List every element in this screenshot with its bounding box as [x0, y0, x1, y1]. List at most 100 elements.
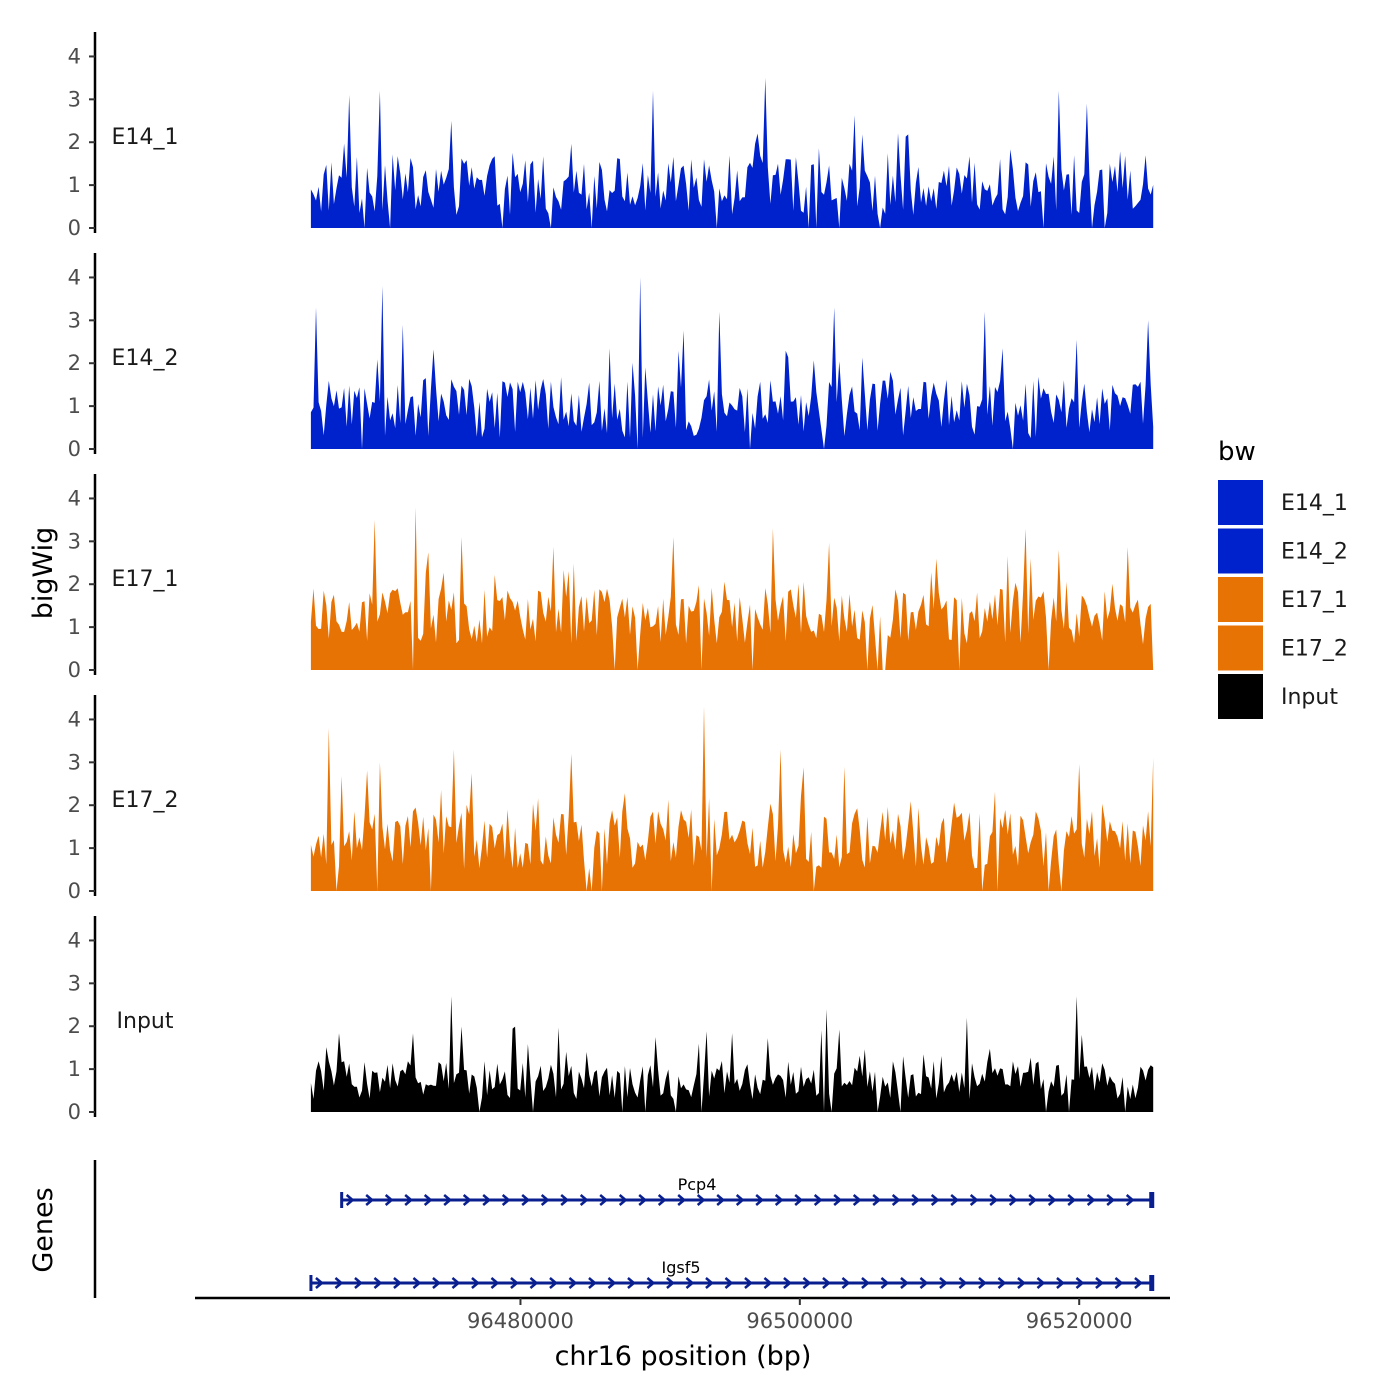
y-tick-label: 1 — [68, 394, 81, 418]
strand-arrow — [1075, 1277, 1085, 1289]
strand-arrow — [1008, 1194, 1018, 1206]
legend-item-Input: Input — [1218, 674, 1338, 719]
legend-item-E14_1: E14_1 — [1218, 480, 1348, 525]
gene-end-cap — [1149, 1192, 1155, 1208]
strand-arrow — [978, 1277, 987, 1289]
strand-arrow — [451, 1277, 461, 1289]
legend-label: E14_2 — [1281, 540, 1348, 565]
strand-arrow — [716, 1194, 726, 1206]
legend-swatch — [1218, 674, 1263, 719]
track-Input: 0 1 2 3 4 Input — [68, 916, 1154, 1124]
strand-arrow — [813, 1194, 823, 1206]
strand-arrow — [599, 1194, 609, 1206]
strand-arrow — [930, 1194, 940, 1206]
signal-area — [310, 996, 1154, 1112]
strand-arrow — [950, 1194, 960, 1206]
y-tick-label: 0 — [68, 879, 81, 903]
signal-area — [310, 507, 1154, 670]
genes-axis-title: Genes — [28, 1187, 59, 1272]
strand-arrow — [540, 1194, 550, 1206]
strand-arrow — [393, 1277, 402, 1289]
gene-Pcp4: Pcp4 — [340, 1175, 1155, 1208]
y-tick-label: 4 — [68, 44, 81, 68]
legend-title: bw — [1218, 437, 1256, 467]
strand-arrow — [365, 1194, 375, 1206]
strand-arrow — [744, 1277, 753, 1289]
strand-arrow — [384, 1194, 394, 1206]
strand-arrow — [646, 1277, 656, 1289]
strand-arrow — [1056, 1277, 1065, 1289]
strand-arrow — [1106, 1194, 1116, 1206]
track-label: E14_1 — [112, 125, 179, 150]
legend-label: E14_1 — [1281, 491, 1348, 516]
strand-arrow — [588, 1277, 597, 1289]
strand-arrow — [880, 1277, 890, 1289]
strand-arrow — [666, 1277, 675, 1289]
y-axis-title: bigWig — [28, 527, 59, 620]
strand-arrow — [685, 1277, 695, 1289]
y-tick-label: 2 — [68, 793, 81, 817]
strand-arrow — [404, 1194, 414, 1206]
strand-arrow — [822, 1277, 831, 1289]
y-tick-label: 2 — [68, 351, 81, 375]
x-tick-label: 96520000 — [1026, 1309, 1133, 1333]
y-tick-label: 4 — [68, 928, 81, 952]
strand-arrow — [490, 1277, 500, 1289]
strand-arrow — [696, 1194, 706, 1206]
strand-arrow — [412, 1277, 422, 1289]
strand-arrow — [783, 1277, 792, 1289]
strand-arrow — [911, 1194, 921, 1206]
gene-end-cap — [1149, 1275, 1155, 1291]
x-axis-title: chr16 position (bp) — [555, 1341, 812, 1372]
y-tick-label: 0 — [68, 216, 81, 240]
track-label: E14_2 — [112, 346, 179, 371]
y-tick-label: 4 — [68, 265, 81, 289]
y-tick-label: 3 — [68, 750, 81, 774]
legend-swatch — [1218, 480, 1263, 525]
strand-arrow — [1017, 1277, 1026, 1289]
strand-arrow — [958, 1277, 968, 1289]
x-tick-label: 96500000 — [746, 1309, 853, 1333]
strand-arrow — [802, 1277, 812, 1289]
legend: bw E14_1 E14_2 E17_1 E17_2 Input — [1218, 437, 1348, 719]
track-label: E17_1 — [112, 567, 179, 592]
y-tick-label: 1 — [68, 173, 81, 197]
strand-arrow — [501, 1194, 511, 1206]
strand-arrow — [900, 1277, 909, 1289]
strand-arrow — [373, 1277, 383, 1289]
y-tick-label: 1 — [68, 836, 81, 860]
y-tick-label: 4 — [68, 486, 81, 510]
track-E17_2: 0 1 2 3 4 E17_2 — [68, 695, 1154, 903]
y-tick-label: 3 — [68, 529, 81, 553]
strand-arrow — [471, 1277, 480, 1289]
y-tick-label: 2 — [68, 572, 81, 596]
strand-arrow — [939, 1277, 948, 1289]
strand-arrow — [607, 1277, 617, 1289]
strand-arrow — [627, 1277, 636, 1289]
track-E14_2: 0 1 2 3 4 E14_2 — [68, 253, 1154, 461]
strand-arrow — [774, 1194, 784, 1206]
y-tick-label: 2 — [68, 1014, 81, 1038]
legend-item-E17_2: E17_2 — [1218, 625, 1348, 671]
y-tick-label: 3 — [68, 308, 81, 332]
y-tick-label: 0 — [68, 1100, 81, 1124]
legend-swatch — [1218, 625, 1263, 671]
y-tick-label: 1 — [68, 615, 81, 639]
signal-area — [310, 277, 1154, 449]
x-tick-label: 96480000 — [467, 1309, 574, 1333]
signal-area — [310, 77, 1154, 229]
strand-arrow — [1114, 1277, 1124, 1289]
strand-arrow — [568, 1277, 578, 1289]
y-tick-label: 0 — [68, 437, 81, 461]
strand-arrow — [794, 1194, 804, 1206]
strand-arrow — [354, 1277, 363, 1289]
strand-arrow — [579, 1194, 589, 1206]
strand-arrow — [891, 1194, 901, 1206]
strand-arrow — [638, 1194, 648, 1206]
strand-arrow — [334, 1277, 344, 1289]
strand-arrow — [657, 1194, 667, 1206]
legend-swatch — [1218, 528, 1263, 574]
y-tick-label: 3 — [68, 87, 81, 111]
track-E14_1: 0 1 2 3 4 E14_1 — [68, 32, 1154, 240]
